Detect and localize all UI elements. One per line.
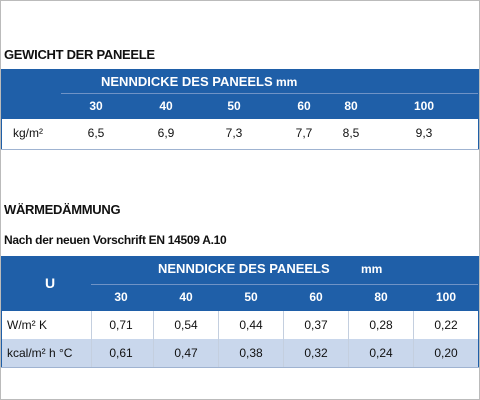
- header-unit: mm: [361, 262, 383, 276]
- column-divider: [413, 339, 414, 367]
- cell: 0,54: [174, 318, 198, 332]
- row-label: kg/m²: [13, 126, 43, 140]
- column-label: 30: [114, 290, 128, 304]
- cell: 9,3: [415, 126, 433, 140]
- column-label: 40: [179, 290, 193, 304]
- row-rule: [1, 367, 479, 368]
- row-rule: [1, 149, 479, 150]
- cell: 6,5: [87, 126, 105, 140]
- table-header-bg: [1, 256, 479, 311]
- header-rule: [61, 93, 479, 94]
- column-label: 100: [435, 290, 457, 304]
- column-divider: [283, 311, 284, 339]
- cell: 0,32: [304, 346, 328, 360]
- column-label: 80: [374, 290, 388, 304]
- column-label: 60: [297, 99, 311, 113]
- row-label: W/m² K: [7, 318, 47, 332]
- column-label: 40: [159, 99, 173, 113]
- table-left-border: [1, 256, 2, 367]
- column-label: 60: [309, 290, 323, 304]
- section-title: WÄRMEDÄMMUNG: [4, 202, 121, 217]
- section-subtitle: Nach der neuen Vorschrift EN 14509 A.10: [4, 233, 227, 247]
- cell: 0,20: [434, 346, 458, 360]
- column-label: 100: [413, 99, 435, 113]
- row-bg: [1, 339, 479, 367]
- header-text: NENNDICKE DES PANEELS: [101, 74, 273, 89]
- column-divider: [218, 311, 219, 339]
- header-rule: [91, 284, 479, 285]
- cell: 0,61: [109, 346, 133, 360]
- cell: 0,37: [304, 318, 328, 332]
- table-right-border: [478, 69, 479, 149]
- column-label: 50: [244, 290, 258, 304]
- column-label: 80: [344, 99, 358, 113]
- cell: 0,47: [174, 346, 198, 360]
- column-divider: [91, 311, 92, 339]
- column-divider: [413, 311, 414, 339]
- corner-label: U: [45, 274, 56, 291]
- cell: 8,5: [342, 126, 360, 140]
- cell: 7,7: [295, 126, 313, 140]
- table-right-border: [478, 256, 479, 367]
- section-title: GEWICHT DER PANEELE: [4, 47, 155, 62]
- cell: 0,44: [239, 318, 263, 332]
- cell: 0,24: [369, 346, 393, 360]
- column-label: 50: [227, 99, 241, 113]
- column-divider: [153, 311, 154, 339]
- column-divider: [218, 339, 219, 367]
- column-divider: [348, 339, 349, 367]
- cell: 0,22: [434, 318, 458, 332]
- column-divider: [91, 339, 92, 367]
- table-left-border: [1, 69, 2, 149]
- header-text: NENNDICKE DES PANEELS: [158, 261, 330, 276]
- cell: 0,38: [239, 346, 263, 360]
- column-divider: [348, 311, 349, 339]
- column-divider: [153, 339, 154, 367]
- cell: 0,28: [369, 318, 393, 332]
- table-header-bg: [1, 69, 479, 119]
- column-label: 30: [89, 99, 103, 113]
- column-divider: [283, 339, 284, 367]
- row-label: kcal/m² h °C: [7, 346, 73, 360]
- cell: 6,9: [157, 126, 175, 140]
- header-unit: mm: [276, 75, 298, 89]
- cell: 0,71: [109, 318, 133, 332]
- cell: 7,3: [225, 126, 243, 140]
